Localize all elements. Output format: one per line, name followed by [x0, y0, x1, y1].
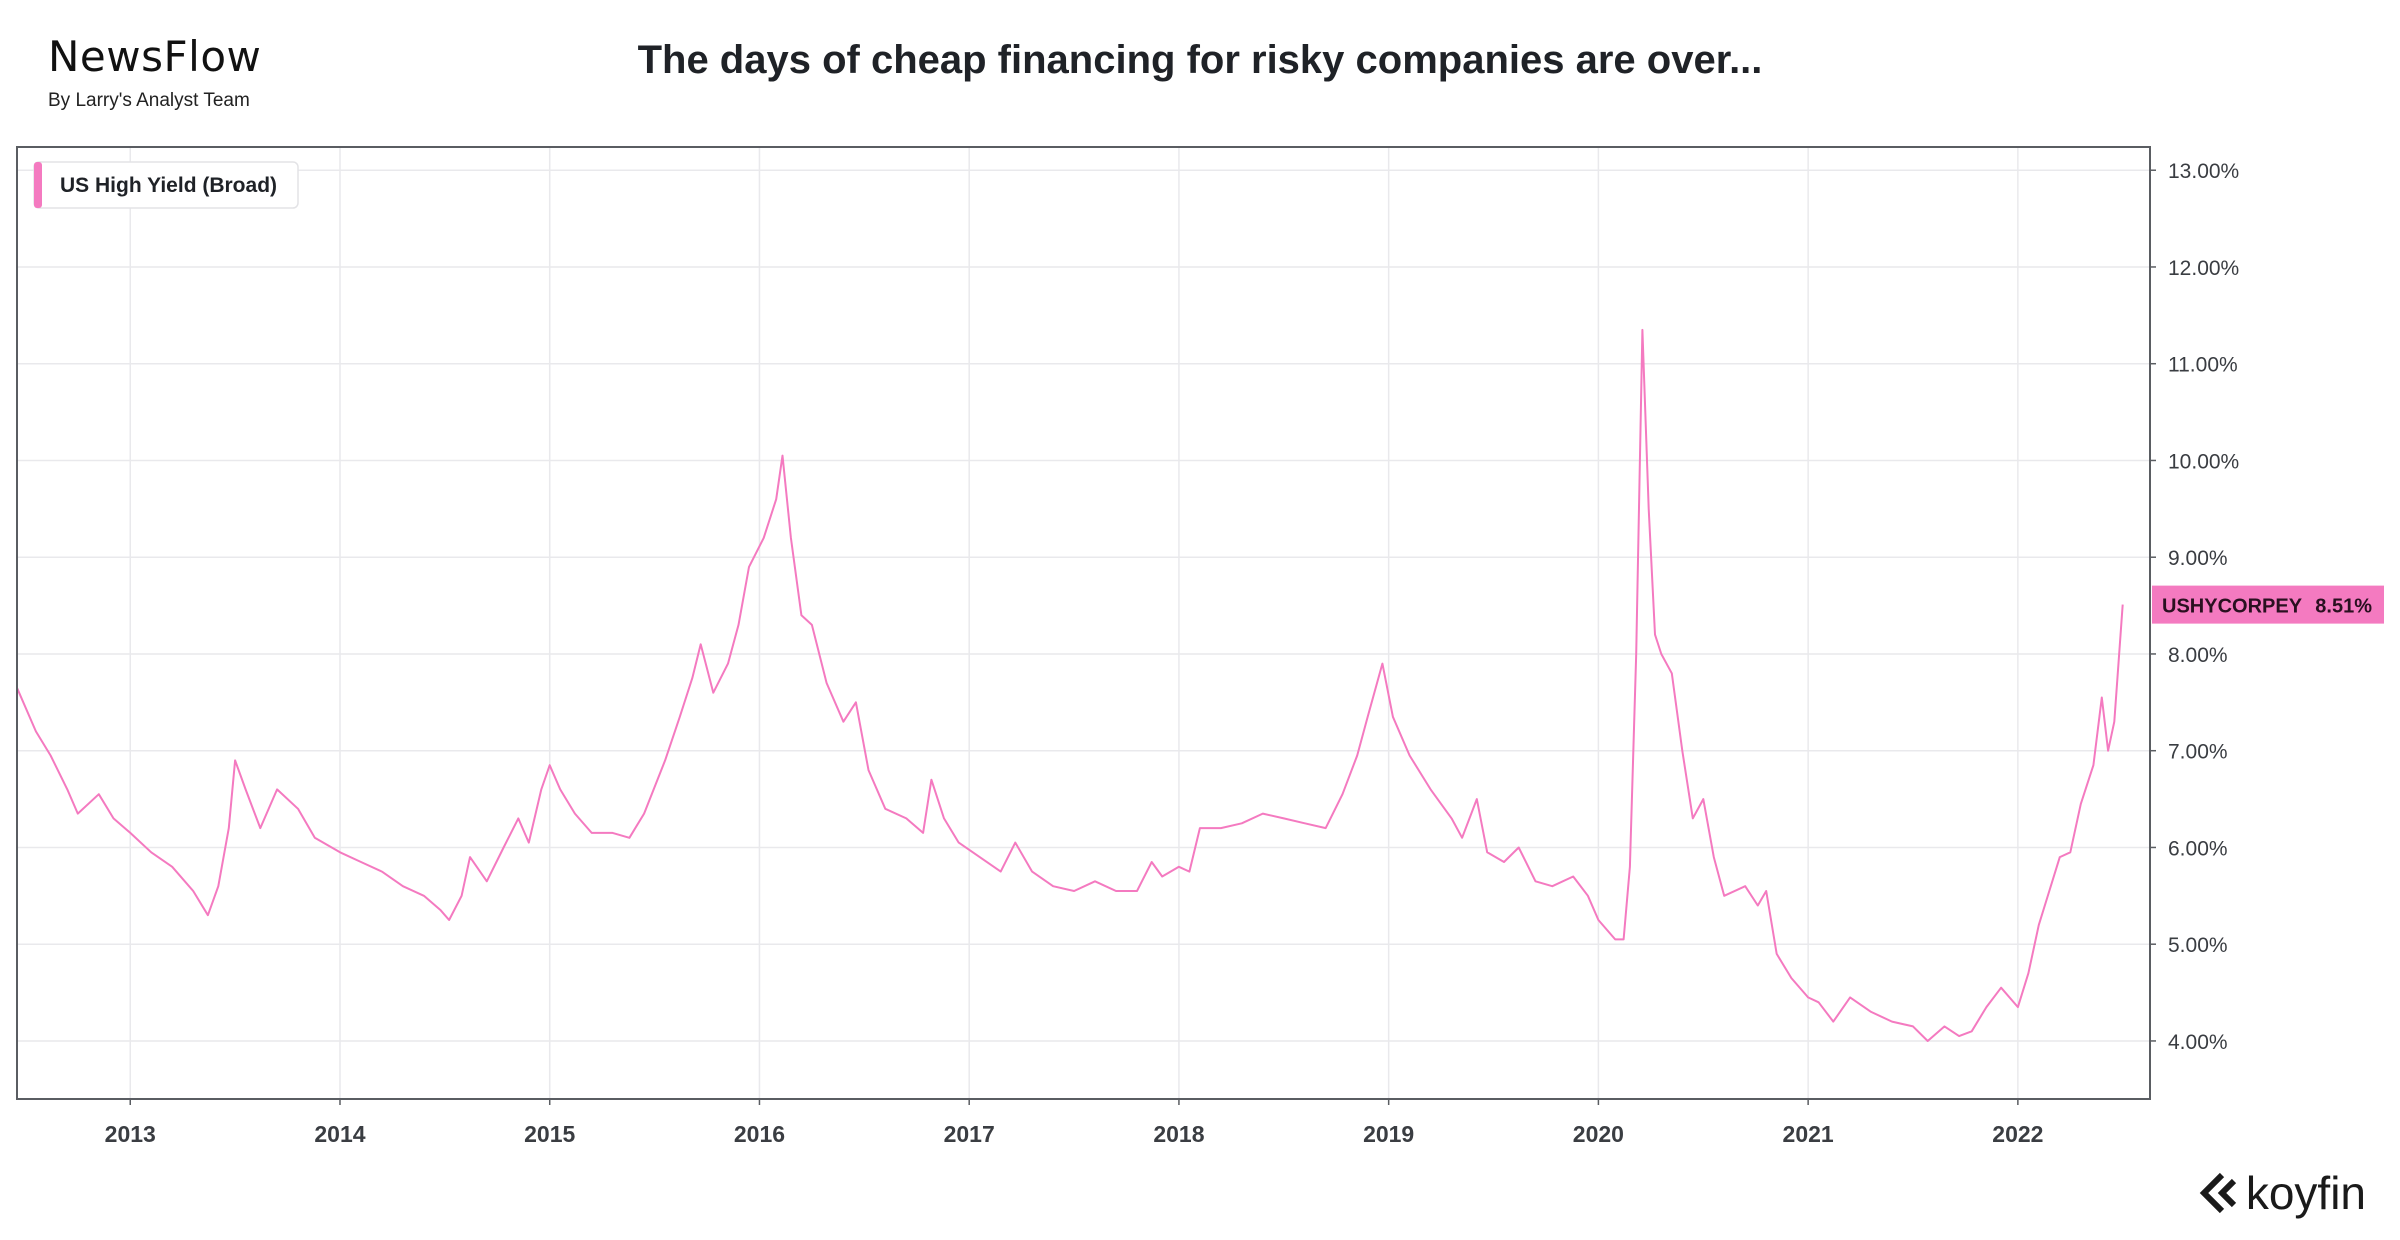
x-tick-label: 2017 [944, 1121, 995, 1147]
last-value-badge [2152, 585, 2384, 624]
y-tick-label: 8.00% [2168, 644, 2228, 667]
y-tick-label: 11.00% [2168, 354, 2238, 377]
koyfin-chevron-icon [2199, 1172, 2236, 1214]
logo-text: koyfin [2245, 1167, 2366, 1219]
x-tick-label: 2022 [1992, 1121, 2043, 1147]
page-title: The days of cheap financing for risky co… [637, 38, 1763, 82]
x-tick-label: 2016 [734, 1121, 785, 1147]
y-tick-label: 5.00% [2168, 934, 2228, 957]
y-tick-label: 9.00% [2168, 547, 2228, 570]
plot-area [17, 147, 2150, 1099]
x-tick-label: 2019 [1363, 1121, 1414, 1147]
y-tick-label: 4.00% [2168, 1031, 2228, 1054]
koyfin-logo: koyfin [2196, 1166, 2366, 1220]
x-tick-label: 2014 [314, 1121, 365, 1147]
brand-name: NewsFlow [48, 32, 262, 81]
plot-frame [16, 146, 2151, 1100]
x-tick-label: 2021 [1783, 1121, 1834, 1147]
x-tick-label: 2015 [524, 1121, 575, 1147]
x-tick-label: 2020 [1573, 1121, 1624, 1147]
legend-swatch [34, 162, 42, 208]
y-tick-label: 12.00% [2168, 257, 2239, 280]
x-tick-label: 2013 [105, 1121, 156, 1147]
legend-label: US High Yield (Broad) [60, 174, 277, 197]
series-line [16, 328, 2124, 1042]
brand-block: NewsFlow By Larry's Analyst Team [48, 36, 261, 112]
brand-tagline: By Larry's Analyst Team [48, 90, 250, 111]
last-value-number: 8.51% [2315, 596, 2372, 618]
y-tick-label: 6.00% [2168, 837, 2228, 860]
x-tick-label: 2018 [1153, 1121, 1204, 1147]
y-tick-label: 13.00% [2168, 160, 2239, 183]
y-tick-label: 10.00% [2168, 450, 2239, 473]
y-tick-label: 7.00% [2168, 741, 2228, 764]
last-value-ticker: USHYCORPEY [2162, 596, 2303, 618]
